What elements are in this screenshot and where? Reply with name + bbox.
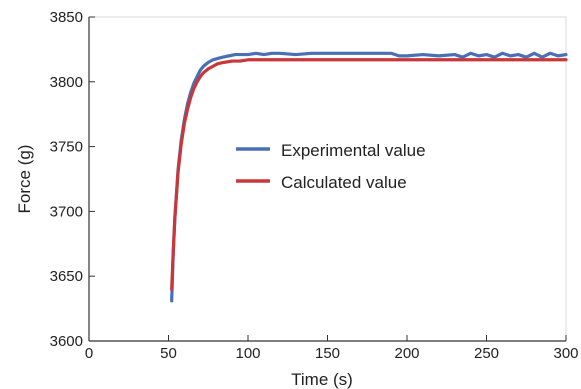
- x-tick-label: 100: [235, 345, 260, 362]
- y-tick-label: 3700: [50, 203, 83, 220]
- y-tick-label: 3600: [50, 333, 83, 350]
- legend: Experimental value Calculated value: [236, 141, 426, 192]
- x-tick-label: 250: [474, 345, 499, 362]
- y-tick-label: 3850: [50, 9, 83, 26]
- x-axis-title: Time (s): [291, 370, 353, 389]
- calculated-value-line: [170, 58, 568, 291]
- y-tick-label: 3750: [50, 139, 83, 156]
- experimental-value-line: [170, 51, 568, 303]
- x-tick-label: 0: [85, 345, 93, 362]
- y-tick-label: 3650: [50, 268, 83, 285]
- legend-label-experimental: Experimental value: [281, 141, 426, 160]
- series-lines: [170, 51, 568, 303]
- ticks: 0 50 100 150 200 250 300 3600 3650 3700 3750 3800 38…: [50, 9, 579, 362]
- x-tick-label: 200: [394, 345, 419, 362]
- y-tick-label: 3800: [50, 74, 83, 91]
- x-tick-label: 300: [553, 345, 578, 362]
- y-axis-title: Force (g): [15, 145, 34, 214]
- x-tick-label: 50: [160, 345, 177, 362]
- x-tick-label: 150: [315, 345, 340, 362]
- plot-frame: [88, 16, 567, 342]
- legend-label-calculated: Calculated value: [281, 173, 407, 192]
- plot-area: [88, 16, 567, 342]
